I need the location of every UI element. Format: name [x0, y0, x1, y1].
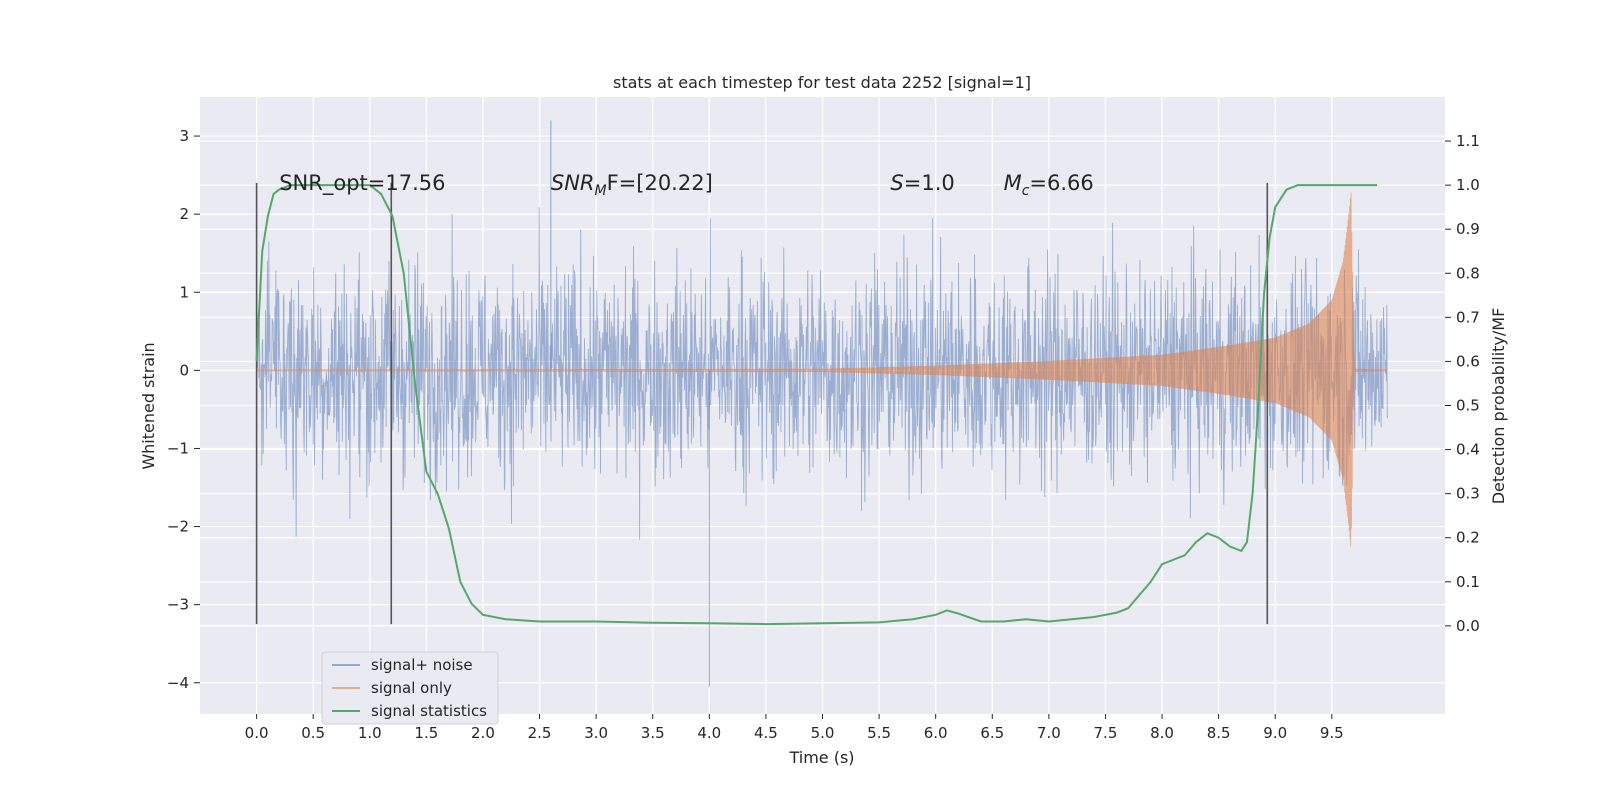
- annotation-2: S=1.0: [890, 171, 954, 195]
- y-right-tick-label: 0.0: [1456, 617, 1480, 635]
- legend: signal+ noise signal only signal statist…: [321, 651, 499, 725]
- y-tick-label: 3: [179, 127, 189, 145]
- x-tick-label: 9.5: [1320, 724, 1344, 742]
- signal-statistics-line: [255, 184, 1378, 626]
- y-axis-label-right: Detection probability/MF: [1489, 308, 1508, 505]
- y-right-tick-label: 0.1: [1456, 573, 1480, 591]
- x-tick-label: 7.5: [1094, 724, 1118, 742]
- y-right-tick-label: 0.5: [1456, 397, 1480, 415]
- y-right-tick-label: 0.4: [1456, 441, 1480, 459]
- legend-label-signal-only: signal only: [371, 679, 452, 697]
- signal-noise-series: [256, 120, 1388, 687]
- legend-box: [321, 651, 499, 725]
- y-tick-label: 1: [179, 283, 189, 301]
- annotation-1: SNRMF=[20.22]: [551, 171, 713, 199]
- y-right-tick-label: 0.7: [1456, 308, 1480, 326]
- y-tick-label: 0: [179, 361, 189, 379]
- x-tick-label: 5.5: [867, 724, 891, 742]
- annotation-0: SNR_opt=17.56: [279, 171, 445, 196]
- y-tick-label: −3: [167, 596, 189, 614]
- y-right-tick-label: 1.1: [1456, 132, 1480, 150]
- y-tick-label: −4: [167, 674, 189, 692]
- annotation-3: Mc=6.66: [1004, 171, 1094, 199]
- x-tick-label: 0.0: [245, 724, 269, 742]
- x-tick-label: 2.5: [528, 724, 552, 742]
- y-tick-label: −1: [167, 439, 189, 457]
- y-right-tick-label: 0.9: [1456, 220, 1480, 238]
- y-axis-label-left: Whitened strain: [139, 342, 158, 469]
- x-ticks: 0.0 0.5 1.0 1.5 2.0 2.5 3.0 3.5 4.0 4.5 5.0 5.5 6.0 6…: [245, 714, 1344, 742]
- signal-only-line: [256, 192, 1388, 547]
- y-right-tick-label: 0.6: [1456, 352, 1480, 370]
- x-tick-label: 6.5: [980, 724, 1004, 742]
- x-tick-label: 7.0: [1037, 724, 1061, 742]
- x-tick-label: 4.0: [697, 724, 721, 742]
- x-tick-label: 5.0: [811, 724, 835, 742]
- x-tick-label: 9.0: [1263, 724, 1287, 742]
- x-tick-label: 2.0: [471, 724, 495, 742]
- y-ticks-left: −4 −3 −2 −1 0 1 2 3: [167, 127, 200, 692]
- x-tick-label: 8.0: [1150, 724, 1174, 742]
- y-tick-label: −2: [167, 518, 189, 536]
- x-tick-label: 1.5: [414, 724, 438, 742]
- x-axis-label: Time (s): [788, 748, 854, 767]
- chart-title: stats at each timestep for test data 225…: [613, 73, 1031, 92]
- y-ticks-right: 0.0 0.1 0.2 0.3 0.4 0.5 0.6 0.7 0.8 0.9 1.0 1.1: [1445, 132, 1480, 635]
- signal-noise-line: [256, 207, 1388, 540]
- y-right-tick-label: 0.8: [1456, 264, 1480, 282]
- legend-label-signal-statistics: signal statistics: [371, 702, 487, 720]
- x-tick-label: 3.5: [641, 724, 665, 742]
- x-tick-label: 0.5: [301, 724, 325, 742]
- y-right-tick-label: 0.2: [1456, 529, 1480, 547]
- signal-only-series: [256, 192, 1388, 547]
- x-tick-label: 6.0: [924, 724, 948, 742]
- signal-statistics-series: [255, 184, 1378, 626]
- y-tick-label: 2: [179, 205, 189, 223]
- x-tick-label: 8.5: [1207, 724, 1231, 742]
- x-tick-label: 1.0: [358, 724, 382, 742]
- legend-label-signal-noise: signal+ noise: [371, 656, 473, 674]
- y-right-tick-label: 1.0: [1456, 176, 1480, 194]
- annotations: SNR_opt=17.56 SNRMF=[20.22] S=1.0 Mc=6.66: [279, 171, 1094, 199]
- y-right-tick-label: 0.3: [1456, 485, 1480, 503]
- x-tick-label: 3.0: [584, 724, 608, 742]
- x-tick-label: 4.5: [754, 724, 778, 742]
